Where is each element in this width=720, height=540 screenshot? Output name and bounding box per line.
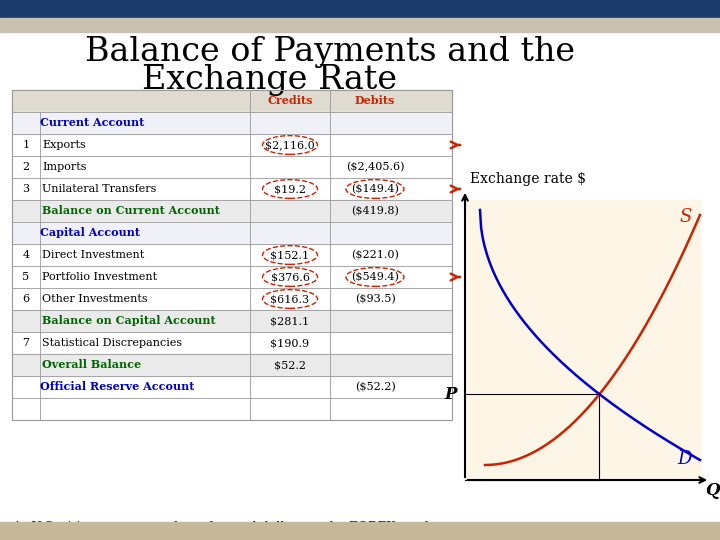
Text: ($2,405.6): ($2,405.6): [346, 162, 404, 172]
Text: P: P: [445, 386, 457, 403]
Text: Capital Account: Capital Account: [40, 227, 140, 239]
Text: 4: 4: [22, 250, 30, 260]
Text: 3: 3: [22, 184, 30, 194]
Text: Q: Q: [705, 482, 719, 499]
Text: Exchange Rate: Exchange Rate: [143, 64, 397, 96]
Text: Balance on Current Account: Balance on Current Account: [42, 206, 220, 217]
Bar: [12, 112, 452, 134]
Bar: [12, 200, 452, 222]
Text: Current Account: Current Account: [40, 118, 144, 129]
Bar: [465, 200, 700, 480]
Text: $52.2: $52.2: [274, 360, 306, 370]
Text: Credits: Credits: [267, 96, 312, 106]
Text: Exchange rate $: Exchange rate $: [470, 172, 586, 186]
Bar: [12, 90, 452, 420]
Text: Official Reserve Account: Official Reserve Account: [40, 381, 194, 393]
Text: $616.3: $616.3: [271, 294, 310, 304]
Text: 7: 7: [22, 338, 30, 348]
Text: ($149.4): ($149.4): [351, 184, 399, 194]
Text: Debits: Debits: [355, 96, 395, 106]
Text: ($419.8): ($419.8): [351, 206, 399, 216]
Bar: [0, 0, 720, 18]
Text: $19.2: $19.2: [274, 184, 306, 194]
Text: $376.6: $376.6: [271, 272, 310, 282]
Text: 1: 1: [22, 140, 30, 150]
Text: ($93.5): ($93.5): [355, 294, 395, 304]
Text: Overall Balance: Overall Balance: [42, 360, 141, 370]
Text: $281.1: $281.1: [271, 316, 310, 326]
Bar: [12, 90, 452, 112]
Bar: [12, 354, 452, 376]
Text: Imports: Imports: [42, 162, 86, 172]
Text: ($221.0): ($221.0): [351, 250, 399, 260]
Text: Direct Investment: Direct Investment: [42, 250, 144, 260]
Text: Unilateral Transfers: Unilateral Transfers: [42, 184, 156, 194]
Bar: [0, 18, 720, 32]
Text: D: D: [678, 450, 692, 468]
Bar: [12, 222, 452, 244]
Text: Exports: Exports: [42, 140, 86, 150]
Text: ($52.2): ($52.2): [355, 382, 395, 392]
Text: Balance on Capital Account: Balance on Capital Account: [42, 315, 215, 327]
Bar: [12, 310, 452, 332]
Text: $190.9: $190.9: [271, 338, 310, 348]
Text: Portfolio Investment: Portfolio Investment: [42, 272, 157, 282]
Text: $152.1: $152.1: [271, 250, 310, 260]
Text: 6: 6: [22, 294, 30, 304]
Text: 3-18: 3-18: [685, 523, 708, 532]
Text: ($549.4): ($549.4): [351, 272, 399, 282]
Text: Balance of Payments and the: Balance of Payments and the: [85, 36, 575, 68]
Text: 2: 2: [22, 162, 30, 172]
Text: Other Investments: Other Investments: [42, 294, 148, 304]
Bar: [0, 522, 720, 540]
Text: As U.S. citizens export, others demand dollars at the FOREX market.: As U.S. citizens export, others demand d…: [12, 522, 449, 535]
Text: S: S: [680, 208, 692, 226]
Text: 5: 5: [22, 272, 30, 282]
Text: $2,116.0: $2,116.0: [265, 140, 315, 150]
Bar: [12, 90, 452, 420]
Text: Statistical Discrepancies: Statistical Discrepancies: [42, 338, 182, 348]
